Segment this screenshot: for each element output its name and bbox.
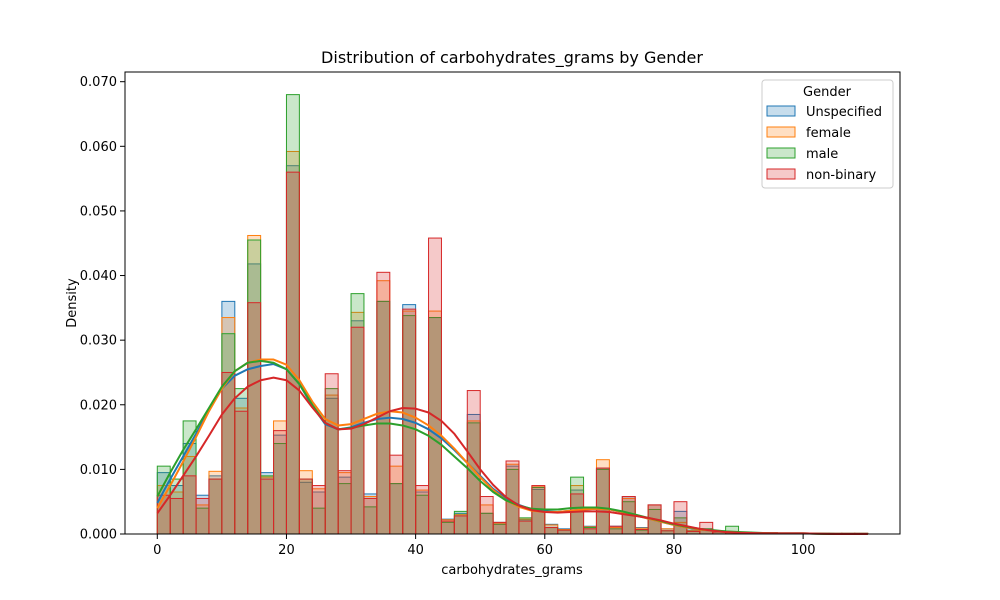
legend-item: Unspecified — [766, 105, 882, 120]
x-axis-label: carbohydrates_grams — [441, 563, 583, 578]
histogram-bar — [479, 496, 494, 535]
histogram-bar — [570, 493, 585, 535]
histogram-bars — [156, 94, 869, 535]
histogram-bar — [608, 525, 623, 535]
plot-area — [124, 71, 901, 535]
legend-label: male — [806, 147, 838, 162]
histogram-bar — [363, 497, 378, 535]
legend-swatch — [766, 105, 796, 117]
histogram-bar — [324, 373, 339, 535]
legend-swatch — [766, 126, 796, 138]
histogram-bar — [376, 271, 391, 535]
histogram-bar — [260, 478, 275, 535]
x-tick-label: 100 — [791, 543, 816, 558]
histogram-bar — [350, 326, 365, 535]
series-bars-non-binary — [156, 171, 869, 535]
histogram-bar — [182, 475, 197, 535]
legend-label: non-binary — [806, 168, 877, 183]
y-tick-label: 0.060 — [80, 140, 117, 155]
legend-swatch — [766, 147, 796, 159]
histogram-bar — [337, 470, 352, 535]
legend-item: non-binary — [766, 168, 877, 183]
y-tick-label: 0.030 — [80, 334, 117, 349]
legend-item: female — [766, 126, 851, 141]
histogram-bar — [544, 527, 559, 535]
histogram-bar — [298, 478, 313, 535]
plot-frame — [124, 71, 901, 535]
histogram-bar — [583, 528, 597, 535]
histogram-bar — [234, 410, 249, 535]
histogram-bar — [440, 520, 455, 535]
histogram-bar — [221, 371, 236, 535]
x-tick-label: 20 — [278, 543, 295, 558]
x-axis: 0 20 40 60 80 100 — [153, 534, 816, 558]
histogram-bar — [247, 302, 262, 535]
x-tick-label: 40 — [407, 543, 424, 558]
x-tick-label: 0 — [153, 543, 161, 558]
y-tick-label: 0.050 — [80, 204, 117, 219]
histogram-bar — [311, 485, 326, 535]
x-tick-label: 80 — [666, 543, 683, 558]
chart-title: Distribution of carbohydrates_grams by G… — [321, 48, 703, 68]
y-axis-label: Density — [65, 278, 80, 328]
histogram-bar — [673, 501, 688, 535]
legend-label: Unspecified — [806, 105, 882, 120]
y-tick-label: 0.040 — [80, 269, 117, 284]
histogram-bar — [518, 520, 533, 535]
y-tick-label: 0.070 — [80, 75, 117, 90]
histogram-bar — [557, 529, 572, 535]
legend-title: Gender — [803, 85, 852, 100]
histogram-bar — [273, 430, 287, 535]
histogram-bar — [415, 485, 430, 535]
histogram-bar — [595, 467, 610, 535]
histogram-bar — [285, 171, 300, 535]
legend: Gender Unspecified female male non-binary — [761, 79, 894, 189]
legend-items: Unspecified female male non-binary — [766, 105, 882, 183]
kde-curves — [156, 358, 868, 535]
legend-item: male — [766, 147, 838, 162]
kde-line-non-binary — [156, 376, 868, 535]
histogram-bar — [634, 528, 649, 535]
histogram-bar — [195, 497, 210, 535]
histogram-bar — [453, 515, 468, 535]
y-axis: 0.000 0.010 0.020 0.030 0.040 0.050 0.060 0.070 — [80, 75, 125, 543]
histogram-bar — [208, 478, 223, 535]
legend-swatch — [766, 168, 796, 180]
histogram-bar — [428, 237, 442, 535]
y-tick-label: 0.000 — [80, 528, 117, 543]
legend-label: female — [806, 126, 851, 141]
histogram-bar — [389, 454, 404, 535]
y-tick-label: 0.010 — [80, 463, 117, 478]
x-tick-label: 60 — [537, 543, 554, 558]
y-tick-label: 0.020 — [80, 398, 117, 413]
histogram-bar — [492, 521, 507, 535]
histogram-bar — [466, 390, 481, 535]
histogram-bar — [169, 497, 184, 535]
